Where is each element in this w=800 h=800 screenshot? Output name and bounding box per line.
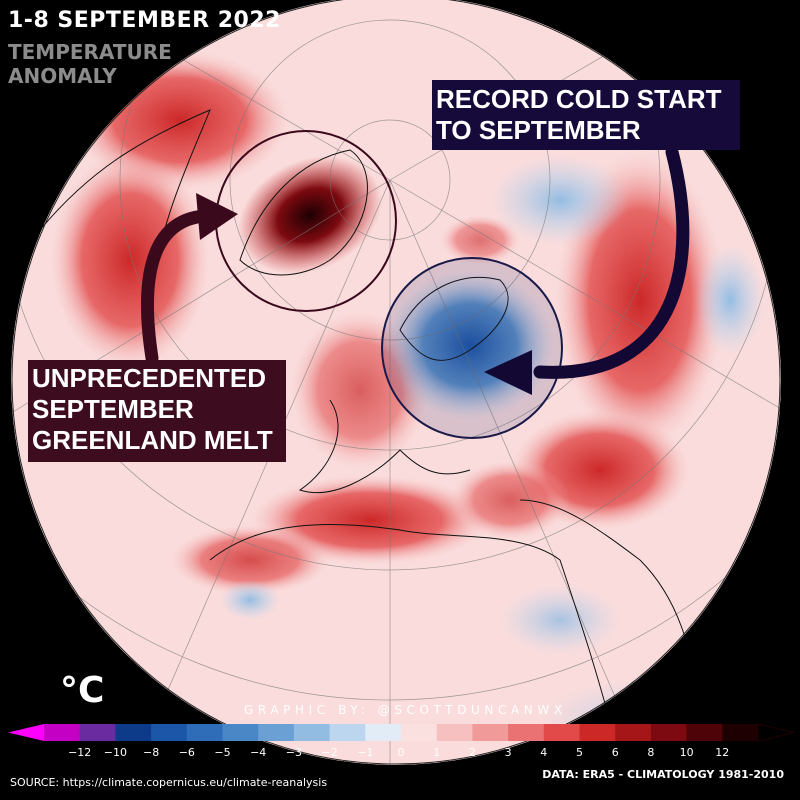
melt-arrow-head [196,193,238,240]
colorbar-tick-label: −2 [321,746,337,759]
map-subtitle: TEMPERATURE ANOMALY [8,40,172,88]
colorbar-tick-label: 8 [647,746,654,759]
cold-callout-label: RECORD COLD START TO SEPTEMBER [432,80,740,150]
cold-arrow-shaft [533,145,690,379]
colorbar-tick-label: 5 [576,746,583,759]
globe-edge [11,0,781,765]
colorbar-swatch [293,724,331,741]
colorbar-tick-label: 6 [612,746,619,759]
colorbar-swatch [365,724,402,741]
colorbar-swatch [258,724,295,741]
colorbar-tick-label: −4 [250,746,266,759]
colorbar-swatch [79,724,116,741]
colorbar-swatch [151,724,188,741]
colorbar-tick-label: −12 [68,746,91,759]
cold-arrow-head [484,350,532,395]
cold-region-atlantic [220,580,280,620]
colorbar: −12 −10 −8 −6 −5 −4 −3 −2 −1 0 1 2 3 4 5 6 8 10 12 [8,723,795,759]
colorbar-swatch [579,724,616,741]
africa-coast [209,523,621,761]
colorbar-tick-label: 1 [433,746,440,759]
colorbar-swatch [650,724,688,741]
colorbar-tick-label: −8 [143,746,159,759]
map-title: 1-8 SEPTEMBER 2022 [8,8,281,33]
colorbar-swatch [222,724,259,741]
colorbar-tick-label: −3 [286,746,302,759]
colorbar-extend-high [757,723,795,742]
scandinavia-coast [399,276,509,361]
colorbar-tick-label: −1 [357,746,373,759]
unit-label: °C [60,670,105,711]
colorbar-swatch [615,724,652,741]
colorbar-swatch [44,724,81,741]
colorbar-swatch [508,724,545,741]
colorbar-tick-label: 2 [469,746,476,759]
colorbar-tick-label: 10 [680,746,694,759]
greenland-coast [239,149,368,276]
colorbar-swatch [115,724,152,741]
data-note: DATA: ERA5 - CLIMATOLOGY 1981-2010 [542,768,784,781]
scandinavia-highlight-circle [381,257,563,439]
colorbar-tick-label: 12 [715,746,729,759]
melt-callout-label: UNPRECEDENTED SEPTEMBER GREENLAND MELT [28,360,286,462]
colorbar-swatch [186,724,223,741]
colorbar-tick-label: −6 [179,746,195,759]
europe-coast [298,399,471,494]
warm-region-west-africa [170,525,330,595]
colorbar-swatch [329,724,366,741]
cold-region-arctic [490,155,630,245]
warm-region-svalbard [440,215,520,265]
warm-region-labrador [50,150,210,370]
cold-region-arabia [500,585,620,655]
colorbar-tick-label: 4 [540,746,547,759]
colorbar-tick-label: −10 [104,746,127,759]
colorbar-swatch [472,724,509,741]
colorbar-extend-low [8,724,44,741]
cold-region-indian-ocean [540,680,740,760]
graphic-credit: GRAPHIC BY: @SCOTTDUNCANWX [244,703,567,717]
warm-region-middle-east [450,460,570,540]
melt-arrow-shaft [141,209,212,365]
colorbar-tick-label: 3 [505,746,512,759]
colorbar-swatch [722,724,759,741]
colorbar-tick-label: −5 [214,746,230,759]
colorbar-swatch [686,724,723,741]
source-text: SOURCE: https://climate.copernicus.eu/cl… [10,776,328,789]
colorbar-swatch [401,724,438,741]
colorbar-tick-label: 0 [398,746,405,759]
colorbar-swatch [543,724,580,741]
cold-region-east-siberia [695,245,765,355]
colorbar-swatch [436,724,473,741]
